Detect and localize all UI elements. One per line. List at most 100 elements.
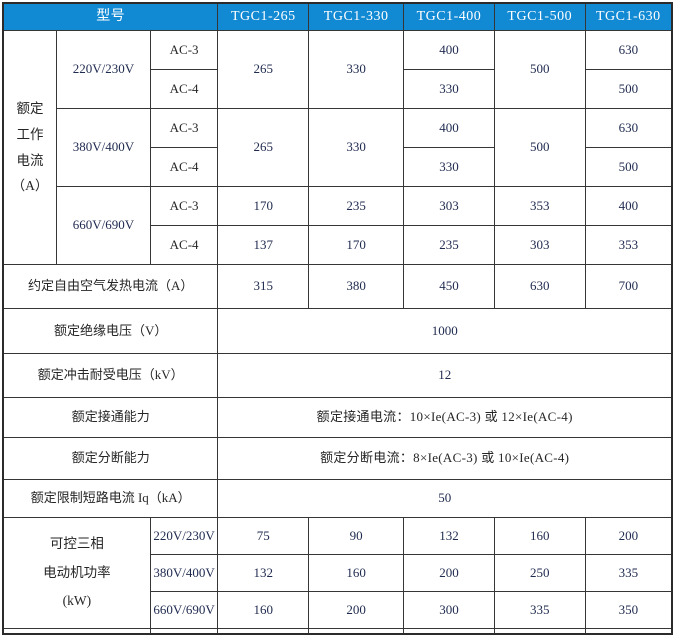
voltage-cell-380: 380V/400V xyxy=(55,108,151,187)
voltage-cell-660: 660V/690V xyxy=(149,591,219,629)
table-row: 额定冲击耐受电压（kV） 12 xyxy=(2,353,673,398)
value-cell: 250 xyxy=(493,554,586,592)
short-circuit-current-label: 额定限制短路电流 Iq（kA） xyxy=(2,479,219,518)
value-cell: 380 xyxy=(308,264,405,309)
value-cell: 700 xyxy=(584,264,673,309)
table-row: 额定绝缘电压（V） 1000 xyxy=(2,308,673,354)
col-header-model-4: TGC1-500 xyxy=(493,2,586,31)
table-row: 额定分断能力 额定分断电流：8×Ie(AC-3) 或 10×Ie(AC-4) xyxy=(2,437,673,480)
merged-value-cell: 12 xyxy=(217,353,673,398)
value-cell: 335 xyxy=(493,591,586,629)
cutoff-cell xyxy=(403,628,495,635)
making-capacity-value: 额定接通电流：10×Ie(AC-3) 或 12×Ie(AC-4) xyxy=(217,397,673,438)
value-cell: 330 xyxy=(403,147,495,187)
col-header-model-3: TGC1-400 xyxy=(403,2,495,31)
value-cell: 160 xyxy=(308,554,405,592)
value-cell: 330 xyxy=(308,108,405,187)
breaking-capacity-label: 额定分断能力 xyxy=(2,437,219,480)
breaking-capacity-value: 额定分断电流：8×Ie(AC-3) 或 10×Ie(AC-4) xyxy=(217,437,673,480)
value-cell: 200 xyxy=(584,517,673,555)
value-cell: 400 xyxy=(584,186,673,226)
table-row: 额定限制短路电流 Iq（kA） 50 xyxy=(2,479,673,518)
value-cell: 335 xyxy=(584,554,673,592)
ac4-label-cell: AC-4 xyxy=(149,225,219,265)
impulse-voltage-label: 额定冲击耐受电压（kV） xyxy=(2,353,219,398)
value-cell: 315 xyxy=(217,264,310,309)
ac4-label-cell: AC-4 xyxy=(149,147,219,187)
ac4-label-cell: AC-4 xyxy=(149,69,219,109)
ac3-label-cell: AC-3 xyxy=(149,30,219,70)
value-cell: 300 xyxy=(403,591,495,629)
value-cell: 303 xyxy=(403,186,495,226)
value-cell: 265 xyxy=(217,30,310,109)
ac3-label-cell: AC-3 xyxy=(149,108,219,148)
value-cell: 137 xyxy=(217,225,310,265)
value-cell: 330 xyxy=(403,69,495,109)
merged-value-cell: 1000 xyxy=(217,308,673,354)
col-header-model-5: TGC1-630 xyxy=(584,2,673,31)
value-cell: 200 xyxy=(403,554,495,592)
voltage-cell-220: 220V/230V xyxy=(55,30,151,109)
table-row: AC-4 330 500 xyxy=(3,147,673,187)
thermal-current-label: 约定自由空气发热电流（A） xyxy=(2,264,219,309)
table-row: 可控三相 电动机功率 (kW) 220V/230V 75 90 132 160 … xyxy=(2,517,673,629)
motor-power-label: 可控三相 电动机功率 (kW) xyxy=(2,517,151,629)
value-cell: 400 xyxy=(403,30,495,70)
value-cell: 500 xyxy=(493,108,586,187)
header-row: 型号 TGC1-265 TGC1-330 TGC1-400 TGC1-500 T… xyxy=(2,2,673,31)
value-cell: 500 xyxy=(584,69,673,109)
voltage-cell-660: 660V/690V xyxy=(55,186,151,265)
value-cell: 265 xyxy=(217,108,310,187)
value-cell: 330 xyxy=(308,30,405,109)
cutoff-cell xyxy=(217,628,310,635)
value-cell: 235 xyxy=(308,186,405,226)
model-header-cell: 型号 xyxy=(2,2,219,31)
voltage-cell-380: 380V/400V xyxy=(149,554,219,592)
value-cell: 132 xyxy=(403,517,495,555)
table-row: 660V/690V 160 200 300 335 350 xyxy=(3,591,673,629)
value-cell: 200 xyxy=(308,591,405,629)
rated-current-label: 额定 工作 电流 （A） xyxy=(2,30,57,265)
value-cell: 500 xyxy=(493,30,586,109)
table-row: 额定 工作 电流 （A） 220V/230V AC-3 265 330 400 … xyxy=(2,30,673,265)
cutoff-cell xyxy=(584,628,673,635)
cutoff-cell xyxy=(493,628,586,635)
value-cell: 630 xyxy=(584,108,673,148)
voltage-cell-220: 220V/230V xyxy=(149,517,219,555)
value-cell: 400 xyxy=(403,108,495,148)
cutoff-cell xyxy=(2,628,151,635)
value-cell: 353 xyxy=(584,225,673,265)
col-header-model-1: TGC1-265 xyxy=(217,2,310,31)
table-row: 380V/400V AC-3 265 330 400 500 630 xyxy=(3,108,673,187)
merged-value-cell: 50 xyxy=(217,479,673,518)
table-row: AC-4 137 170 235 303 353 xyxy=(3,225,673,265)
value-cell: 630 xyxy=(493,264,586,309)
table-row: 380V/400V 132 160 200 250 335 xyxy=(3,554,673,592)
value-cell: 75 xyxy=(217,517,310,555)
value-cell: 353 xyxy=(493,186,586,226)
value-cell: 450 xyxy=(403,264,495,309)
cutoff-row xyxy=(2,628,673,635)
value-cell: 160 xyxy=(493,517,586,555)
ac3-label-cell: AC-3 xyxy=(149,186,219,226)
table-row: 约定自由空气发热电流（A） 315 380 450 630 700 xyxy=(2,264,673,309)
insulation-voltage-label: 额定绝缘电压（V） xyxy=(2,308,219,354)
making-capacity-label: 额定接通能力 xyxy=(2,397,219,438)
value-cell: 235 xyxy=(403,225,495,265)
value-cell: 170 xyxy=(217,186,310,226)
value-cell: 160 xyxy=(217,591,310,629)
value-cell: 132 xyxy=(217,554,310,592)
cutoff-cell xyxy=(308,628,405,635)
table-row: 660V/690V AC-3 170 235 303 353 400 xyxy=(3,186,673,265)
value-cell: 170 xyxy=(308,225,405,265)
col-header-model-2: TGC1-330 xyxy=(308,2,405,31)
cutoff-cell xyxy=(149,628,219,635)
value-cell: 350 xyxy=(584,591,673,629)
value-cell: 500 xyxy=(584,147,673,187)
value-cell: 90 xyxy=(308,517,405,555)
table-row: AC-4 330 500 xyxy=(3,69,673,109)
value-cell: 630 xyxy=(584,30,673,70)
table-row: 额定接通能力 额定接通电流：10×Ie(AC-3) 或 12×Ie(AC-4) xyxy=(2,397,673,438)
